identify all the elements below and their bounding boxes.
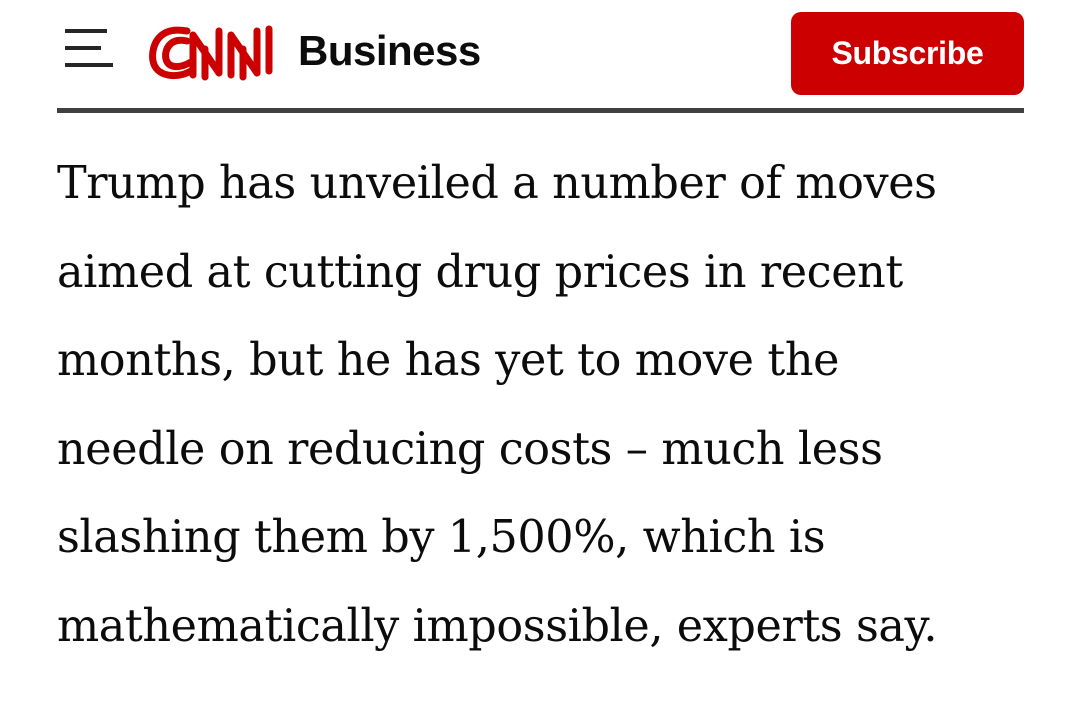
header-divider [57,108,1024,113]
article-line: mathematically impossible, experts say. [57,600,938,652]
article-paragraph: Trump has unveiled a number of moves aime… [57,140,1047,671]
article-line: slashing them by 1,500%, which is [57,512,826,563]
article-line: aimed at cutting drug prices in recent [57,246,903,298]
subscribe-button[interactable]: Subscribe [791,12,1024,95]
article-line: needle on reducing costs – much less [57,423,883,475]
section-title[interactable]: Business [298,27,481,74]
site-header: Business Subscribe [57,0,1024,110]
article-line: months, but he has yet to move the [57,335,840,386]
article-line: Trump has unveiled a number of moves [57,158,937,209]
hamburger-menu-icon[interactable] [65,29,113,67]
cnn-logo[interactable] [147,21,277,83]
